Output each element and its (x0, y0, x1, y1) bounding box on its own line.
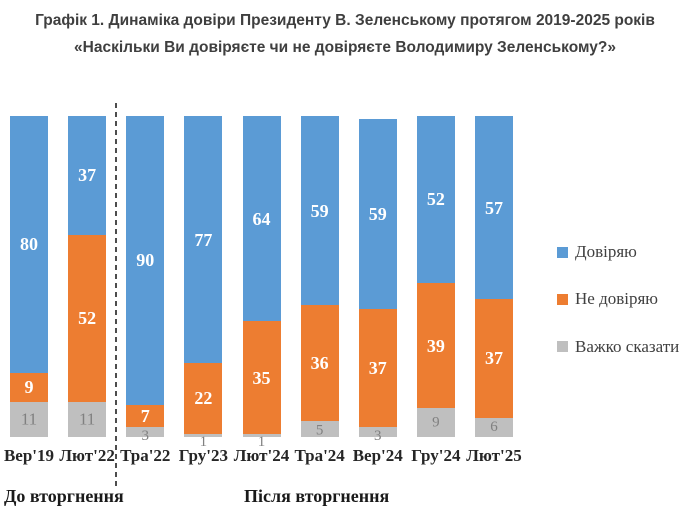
segment-Важко сказати: 11 (68, 401, 107, 437)
bar-Тра'22: 3 7 90 (126, 116, 165, 444)
segment-Не довіряю: 52 (68, 234, 107, 402)
x-axis-label-Вер'19: Вер'19 (3, 446, 55, 465)
segment-Не довіряю: 37 (358, 308, 397, 428)
invasion-divider-dashed-line (115, 103, 118, 487)
value-label: 1 (199, 434, 208, 451)
value-label: 36 (310, 353, 329, 374)
figure-title-line1: Графік 1. Динаміка довіри Президенту В. … (35, 12, 655, 29)
bar-Вер'24: 3 37 59 (358, 116, 397, 444)
segment-Важко сказати: 5 (300, 420, 339, 439)
x-axis-label-Вер'24: Вер'24 (352, 446, 403, 465)
segment-Довіряю: 52 (416, 116, 455, 283)
value-label: 11 (20, 409, 38, 429)
segment-Важко сказати: 1 (242, 433, 281, 450)
x-axis-label-Лют'25: Лют'25 (466, 446, 522, 465)
value-label: 1 (257, 434, 266, 451)
bar-Лют'24: 1 35 64 (242, 116, 281, 450)
segment-Довіряю: 90 (126, 116, 165, 405)
segment-Не довіряю: 7 (126, 404, 165, 428)
legend-label-hard-to-say: Важко сказати (575, 336, 680, 356)
value-label: 80 (20, 234, 38, 255)
value-label: 59 (368, 203, 387, 224)
legend: Довіряю Не довіряю Важко сказати (557, 242, 679, 357)
segment-Не довіряю: 39 (416, 282, 455, 409)
segment-Не довіряю: 35 (242, 321, 281, 434)
legend-item-hard-to-say: Важко сказати (557, 337, 679, 357)
segment-Довіряю: 37 (68, 116, 107, 235)
legend-swatch-hard-to-say-icon (557, 341, 568, 353)
bar-Гру'24: 9 39 52 (416, 116, 455, 437)
value-label: 57 (485, 197, 503, 218)
value-label: 11 (78, 409, 96, 429)
legend-item-trust: Довіряю (557, 242, 679, 262)
value-label: 59 (310, 200, 329, 221)
value-label: 6 (490, 419, 498, 436)
value-label: 90 (136, 250, 155, 271)
segment-Не довіряю: 9 (10, 372, 48, 402)
value-label: 7 (140, 406, 150, 427)
segment-Важко сказати: 1 (184, 433, 223, 450)
x-axis-label-Гру'24: Гру'24 (411, 446, 461, 465)
x-axis-label-Гру'23: Гру'23 (178, 446, 228, 465)
bar-Лют'22: 11 52 37 (68, 116, 107, 437)
annotation-after-invasion: Після вторгнення (244, 486, 390, 506)
x-axis-label-Тра'22: Тра'22 (120, 446, 171, 465)
value-label: 77 (194, 229, 213, 250)
value-label: 52 (426, 189, 445, 210)
figure-title: Графік 1. Динаміка довіри Президенту В. … (0, 7, 690, 61)
segment-Важко сказати: 3 (358, 427, 397, 444)
segment-Довіряю: 64 (242, 116, 281, 322)
value-label: 35 (252, 367, 271, 388)
legend-swatch-trust-icon (557, 246, 568, 258)
value-label: 52 (78, 308, 97, 329)
segment-Довіряю: 59 (358, 119, 397, 309)
segment-Важко сказати: 9 (416, 408, 455, 437)
segment-Не довіряю: 37 (475, 298, 513, 418)
segment-Не довіряю: 22 (184, 363, 223, 434)
value-label: 3 (141, 428, 150, 445)
legend-label-distrust: Не довіряю (575, 289, 658, 309)
bar-Вер'19: 11 9 80 (10, 116, 48, 437)
annotation-before-invasion: До вторгнення (4, 486, 124, 506)
value-label: 37 (485, 348, 503, 369)
figure-title-line2: «Наскільки Ви довіряєте чи не довіряєте … (74, 39, 616, 56)
segment-Довіряю: 57 (475, 116, 513, 299)
value-label: 64 (252, 208, 271, 229)
value-label: 5 (315, 422, 324, 439)
legend-swatch-distrust-icon (557, 294, 568, 306)
value-label: 3 (374, 428, 382, 445)
segment-Не довіряю: 36 (300, 305, 339, 421)
legend-item-distrust: Не довіряю (557, 289, 679, 309)
value-label: 9 (432, 414, 440, 431)
segment-Важко сказати: 3 (126, 427, 165, 444)
x-axis-label-Лют'24: Лют'24 (233, 446, 290, 465)
value-label: 37 (368, 357, 387, 378)
value-label: 37 (78, 165, 97, 186)
value-label: 39 (426, 335, 445, 356)
segment-Важко сказати: 6 (475, 417, 513, 437)
value-label: 22 (194, 388, 213, 409)
bar-Лют'25: 6 37 57 (475, 116, 513, 437)
segment-Довіряю: 80 (10, 116, 48, 373)
legend-label-trust: Довіряю (575, 242, 637, 261)
bar-Гру'23: 1 22 77 (184, 116, 223, 450)
bar-Тра'24: 5 36 59 (300, 116, 339, 439)
segment-Довіряю: 59 (300, 116, 339, 306)
x-axis-label-Лют'22: Лют'22 (59, 446, 115, 465)
segment-Важко сказати: 11 (10, 401, 48, 437)
x-axis-label-Тра'24: Тра'24 (294, 446, 345, 465)
segment-Довіряю: 77 (184, 116, 223, 364)
value-label: 9 (24, 377, 34, 398)
